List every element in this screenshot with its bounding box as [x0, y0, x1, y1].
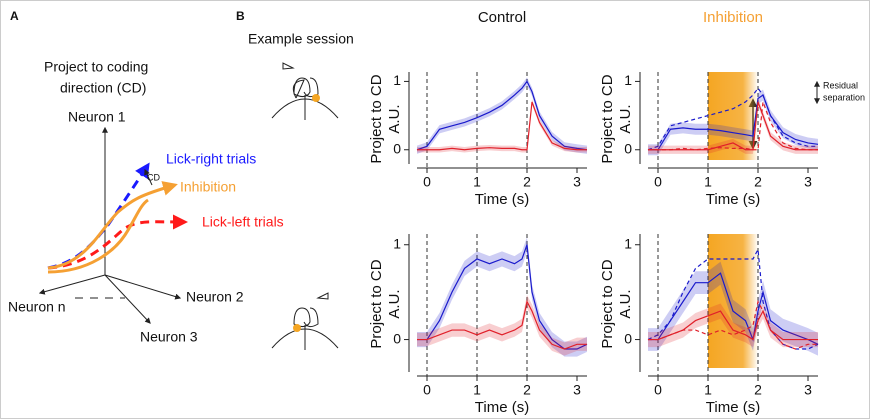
- y-axis-label: A.U.: [386, 104, 403, 133]
- series-line: [417, 101, 587, 151]
- y-axis-label: Project to CD: [599, 259, 616, 348]
- x-tick-label: 0: [423, 382, 431, 398]
- axis-label: Neuron n: [8, 299, 66, 315]
- legend-label: Lick-right trials: [166, 151, 256, 167]
- x-tick-label: 2: [754, 382, 762, 398]
- series-line: [647, 247, 819, 350]
- panel-title: direction (CD): [60, 80, 146, 96]
- cd-vector: [144, 168, 153, 186]
- axis-label: Neuron 2: [186, 289, 244, 305]
- x-axis-label: Time (s): [475, 399, 529, 416]
- x-tick-label: 1: [473, 174, 481, 190]
- y-tick-label: 1: [624, 72, 632, 88]
- x-tick-label: 1: [704, 174, 712, 190]
- legend-label: Lick-left trials: [202, 214, 284, 230]
- inhibition-shade: [708, 234, 758, 368]
- error-band: [417, 99, 587, 153]
- x-tick-label: 0: [654, 382, 662, 398]
- series-line: [417, 244, 588, 350]
- series-line: [648, 101, 818, 151]
- vector-label: CD: [147, 172, 160, 182]
- axes-diagram: [38, 126, 182, 324]
- y-axis-label: Project to CD: [368, 74, 385, 163]
- mouse-icon: [271, 62, 339, 350]
- series-line: [648, 94, 819, 151]
- x-tick-label: 0: [654, 174, 662, 190]
- x-tick-label: 3: [573, 174, 581, 190]
- series-line: [647, 87, 818, 151]
- x-axis-label: Time (s): [706, 399, 760, 416]
- error-band: [417, 237, 587, 357]
- x-tick-label: 1: [704, 382, 712, 398]
- y-tick-label: 1: [393, 235, 401, 251]
- x-tick-label: 3: [804, 382, 812, 398]
- y-tick-label: 0: [393, 330, 401, 346]
- legend-label: Inhibition: [180, 179, 236, 195]
- y-axis-label: A.U.: [617, 104, 634, 133]
- panel-title: Project to coding: [44, 59, 148, 75]
- y-axis-label: A.U.: [386, 289, 403, 318]
- error-band: [648, 261, 818, 356]
- x-tick-label: 3: [804, 174, 812, 190]
- site-dot: [293, 324, 301, 332]
- axis-label: Neuron 1: [68, 109, 126, 125]
- y-tick-label: 0: [393, 140, 401, 156]
- axis-label: Neuron 3: [140, 329, 198, 345]
- series-line: [648, 272, 819, 345]
- panel-subtitle: Example session: [248, 31, 354, 47]
- x-tick-label: 0: [423, 174, 431, 190]
- x-axis-label: Time (s): [706, 191, 760, 208]
- y-tick-label: 0: [624, 330, 632, 346]
- series-line: [648, 299, 818, 350]
- x-tick-label: 1: [473, 382, 481, 398]
- series-line: [416, 80, 588, 151]
- y-tick-label: 0: [624, 140, 632, 156]
- series-line: [417, 299, 587, 350]
- annotation: Residual: [823, 80, 858, 90]
- series-line: [648, 101, 818, 151]
- series-line: [648, 309, 818, 341]
- y-tick-label: 1: [393, 72, 401, 88]
- y-axis-label: A.U.: [617, 289, 634, 318]
- chart-title: Control: [478, 9, 526, 26]
- inhibition-shade: [708, 72, 758, 160]
- panel-label: A: [10, 9, 19, 23]
- x-tick-label: 3: [573, 382, 581, 398]
- panel-label: B: [236, 9, 245, 23]
- x-tick-label: 2: [523, 382, 531, 398]
- error-band: [417, 77, 587, 154]
- x-tick-label: 2: [523, 174, 531, 190]
- error-band: [648, 303, 818, 348]
- y-axis-label: Project to CD: [368, 259, 385, 348]
- x-axis-label: Time (s): [475, 191, 529, 208]
- trajectories: [47, 162, 188, 274]
- chart-title: Inhibition: [703, 9, 763, 26]
- annotation: separation: [823, 92, 865, 102]
- y-tick-label: 1: [624, 235, 632, 251]
- site-dot: [312, 94, 320, 102]
- error-band: [417, 294, 587, 356]
- x-tick-label: 2: [754, 174, 762, 190]
- y-axis-label: Project to CD: [599, 74, 616, 163]
